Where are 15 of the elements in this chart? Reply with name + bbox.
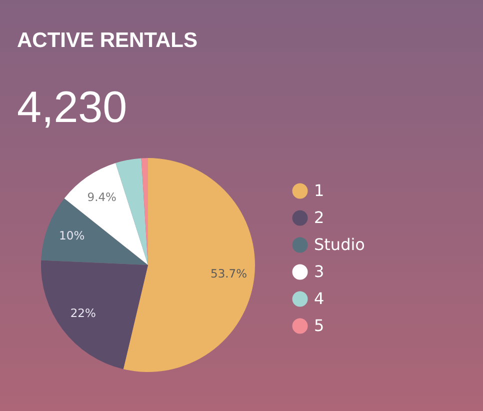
chart-title: ACTIVE RENTALS xyxy=(17,29,198,52)
data-label: 10% xyxy=(59,228,85,242)
data-label: 22% xyxy=(70,306,96,320)
legend-label: 4 xyxy=(314,289,324,308)
legend-label: 1 xyxy=(314,181,324,200)
data-label: 9.4% xyxy=(87,190,117,204)
legend-label: 5 xyxy=(314,316,324,335)
data-label: 53.7% xyxy=(210,266,248,280)
pie-slice xyxy=(41,260,148,370)
pie-slice xyxy=(123,158,255,372)
chart-subtitle: 4,230 xyxy=(17,83,128,132)
legend-label: Studio xyxy=(314,235,365,254)
legend-label: 2 xyxy=(314,208,324,227)
legend-label: 3 xyxy=(314,262,324,281)
pie-slice xyxy=(116,158,148,265)
